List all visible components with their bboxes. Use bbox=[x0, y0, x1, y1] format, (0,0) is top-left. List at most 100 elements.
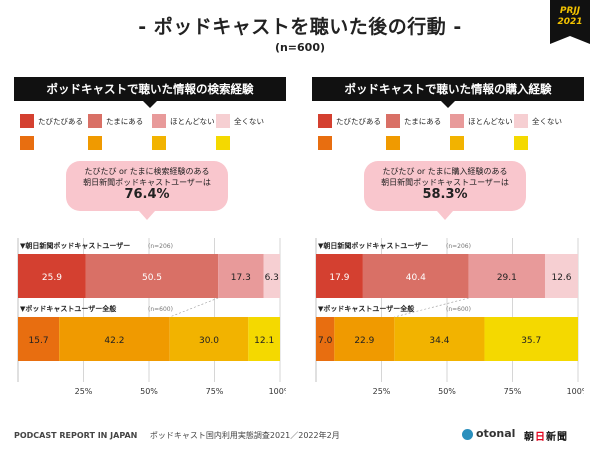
category-n-label: (n=600) bbox=[446, 306, 471, 313]
bar-segment bbox=[484, 317, 578, 361]
bar-segment bbox=[362, 254, 469, 298]
category-label: ▼朝日新聞ポッドキャストユーザー bbox=[20, 241, 130, 250]
legend-swatch bbox=[318, 114, 332, 128]
legend-swatch bbox=[450, 136, 464, 150]
legend-swatch bbox=[514, 136, 528, 150]
badge-line2: 2021 bbox=[557, 17, 583, 27]
data-label: 12.1 bbox=[254, 336, 274, 346]
report-badge: PRJJ 2021 bbox=[550, 0, 590, 44]
bar-segment bbox=[248, 317, 280, 361]
category-label: ▼ポッドキャストユーザー全般 bbox=[318, 304, 414, 313]
legend-swatch bbox=[318, 136, 332, 150]
legend-swatch bbox=[152, 114, 166, 128]
data-label: 17.3 bbox=[231, 273, 251, 283]
legend-swatch bbox=[20, 114, 34, 128]
bar-segment bbox=[394, 317, 485, 361]
stacked-bar-chart-purchase: ▼朝日新聞ポッドキャストユーザー (n=206) 17.9 40.4 29.1 12.6 ▼… bbox=[315, 238, 584, 396]
data-label: 22.9 bbox=[354, 336, 374, 346]
x-tick-label: 50% bbox=[438, 387, 456, 396]
callout-line1: たびたび or たまに購入経験のある bbox=[382, 167, 508, 176]
legend-item bbox=[152, 136, 166, 150]
bar-segment bbox=[169, 317, 249, 361]
category-n-label: (n=206) bbox=[148, 243, 173, 250]
data-label: 35.7 bbox=[521, 336, 541, 346]
legend-label: 全くない bbox=[532, 116, 562, 126]
bar-segment bbox=[18, 317, 60, 361]
legend-swatch bbox=[386, 114, 400, 128]
footer-survey: ポッドキャスト国内利用実態調査2021／2022年2月 bbox=[149, 431, 340, 440]
data-label: 50.5 bbox=[142, 273, 162, 283]
legend-item bbox=[88, 136, 102, 150]
legend-item: 全くない bbox=[514, 114, 562, 128]
data-label: 17.9 bbox=[329, 273, 349, 283]
legend-purchase: たびたびある たまにある ほとんどない 全くない bbox=[318, 114, 578, 154]
otonal-logo-icon bbox=[462, 428, 473, 440]
x-tick-label: 75% bbox=[504, 387, 522, 396]
x-tick-label: 75% bbox=[206, 387, 224, 396]
legend-item: たまにある bbox=[88, 114, 143, 128]
category-n-label: (n=206) bbox=[446, 243, 471, 250]
legend-item: たびたびある bbox=[20, 114, 83, 128]
footer-credit: PODCAST REPORT IN JAPAN ポッドキャスト国内利用実態調査2… bbox=[14, 430, 340, 441]
legend-label: ほとんどない bbox=[170, 116, 215, 126]
data-label: 30.0 bbox=[199, 336, 219, 346]
bar-segment bbox=[334, 317, 395, 361]
connector-line bbox=[394, 297, 469, 318]
asahi-logo-part: 新聞 bbox=[546, 432, 568, 443]
legend-search: たびたびある たまにある ほとんどない 全くない bbox=[20, 114, 280, 154]
legend-item: ほとんどない bbox=[152, 114, 215, 128]
legend-swatch bbox=[514, 114, 528, 128]
legend-item: たまにある bbox=[386, 114, 441, 128]
legend-swatch bbox=[88, 114, 102, 128]
page-title: - ポッドキャストを聴いた後の行動 - bbox=[138, 16, 462, 38]
data-label: 25.9 bbox=[42, 273, 62, 283]
bar-segment bbox=[316, 254, 363, 298]
asahi-logo-part: 日 bbox=[535, 432, 546, 443]
callout-line2: 朝日新聞ポッドキャストユーザーは bbox=[381, 178, 509, 187]
otonal-logo: otonal bbox=[462, 427, 515, 440]
data-label: 15.7 bbox=[29, 336, 49, 346]
legend-label: たびたびある bbox=[336, 116, 381, 126]
footer-report: PODCAST REPORT IN JAPAN bbox=[14, 431, 138, 440]
bar-segment bbox=[59, 317, 170, 361]
legend-item: 全くない bbox=[216, 114, 264, 128]
otonal-logo-text: otonal bbox=[476, 427, 516, 440]
data-label: 34.4 bbox=[429, 336, 449, 346]
legend-label: ほとんどない bbox=[468, 116, 513, 126]
x-tick-label: 100% bbox=[269, 387, 286, 396]
legend-label: たびたびある bbox=[38, 116, 83, 126]
data-label: 29.1 bbox=[497, 273, 517, 283]
legend-item bbox=[386, 136, 400, 150]
bar-segment bbox=[544, 254, 578, 298]
data-label: 42.2 bbox=[104, 336, 124, 346]
callout-value: 76.4% bbox=[124, 187, 170, 202]
bar-segment bbox=[218, 254, 264, 298]
bar-segment bbox=[85, 254, 219, 298]
legend-swatch bbox=[88, 136, 102, 150]
legend-label: たまにある bbox=[106, 116, 144, 126]
stacked-bar-chart-search: ▼朝日新聞ポッドキャストユーザー (n=206) 25.9 50.5 17.3 6.3 ▼ポ… bbox=[17, 238, 286, 396]
callout-bubble-search: たびたび or たまに検索経験のある 朝日新聞ポッドキャストユーザーは 76.4… bbox=[66, 161, 228, 220]
x-tick-label: 50% bbox=[140, 387, 158, 396]
legend-item: たびたびある bbox=[318, 114, 381, 128]
x-tick-label: 25% bbox=[75, 387, 93, 396]
legend-item bbox=[216, 136, 230, 150]
asahi-logo-part: 朝 bbox=[524, 432, 535, 443]
legend-swatch bbox=[386, 136, 400, 150]
data-label: 7.0 bbox=[318, 336, 333, 346]
legend-label: 全くない bbox=[234, 116, 264, 126]
legend-item: ほとんどない bbox=[450, 114, 513, 128]
data-label: 12.6 bbox=[551, 273, 571, 283]
legend-swatch bbox=[450, 114, 464, 128]
bar-segment bbox=[316, 317, 335, 361]
x-tick-label: 25% bbox=[373, 387, 391, 396]
callout-line1: たびたび or たまに検索経験のある bbox=[84, 167, 210, 176]
legend-item bbox=[20, 136, 34, 150]
bar-segment bbox=[468, 254, 545, 298]
bar-segment bbox=[18, 254, 86, 298]
legend-swatch bbox=[216, 136, 230, 150]
panel-heading-search: ポッドキャストで聴いた情報の検索経験 bbox=[14, 77, 286, 108]
bar-segment bbox=[263, 254, 280, 298]
badge-line1: PRJJ bbox=[559, 6, 581, 16]
panel-heading-purchase: ポッドキャストで聴いた情報の購入経験 bbox=[312, 77, 584, 108]
